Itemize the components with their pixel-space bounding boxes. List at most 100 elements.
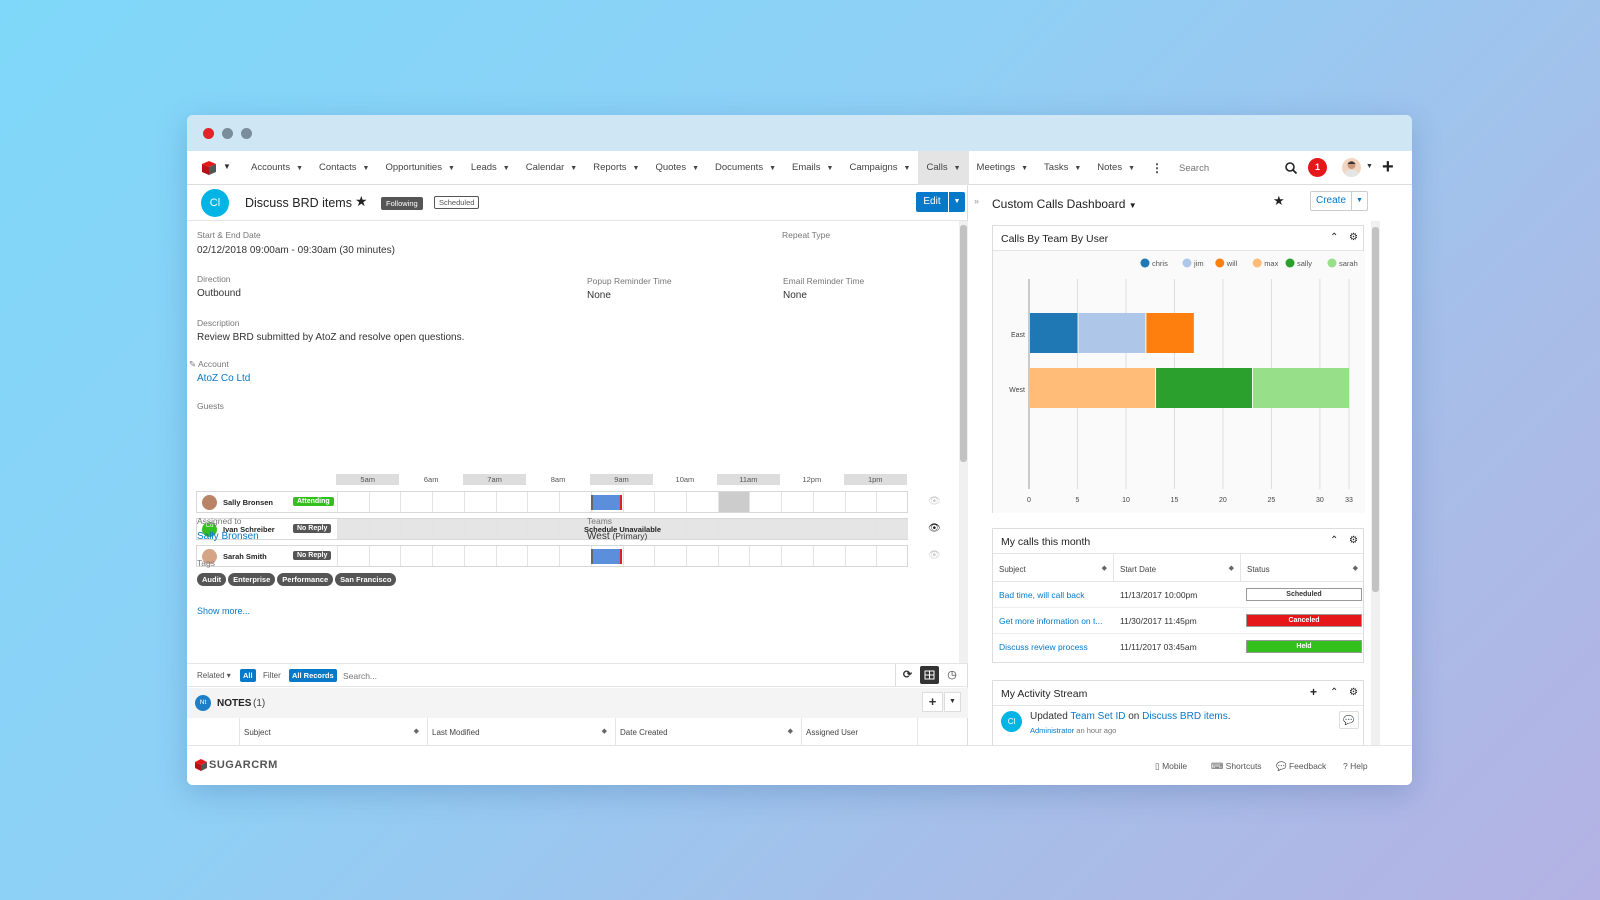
related-all-pill[interactable]: All (240, 669, 256, 682)
subpanel-search-input[interactable] (343, 667, 891, 684)
chevron-down-icon[interactable]: ▼ (1128, 165, 1136, 172)
guest-row[interactable]: Sarah Smith No Reply 👁 (196, 545, 941, 567)
chevron-down-icon[interactable]: ▼ (903, 165, 911, 172)
table-row[interactable]: Get more information on t... 11/30/2017 1… (993, 608, 1363, 634)
footer-feedback-link[interactable]: 💬 Feedback (1276, 761, 1326, 772)
sugar-cube-logo-icon[interactable] (201, 160, 217, 176)
visibility-eye-icon[interactable]: 👁 (928, 496, 941, 507)
add-activity-plus-icon[interactable]: + (1310, 685, 1318, 699)
chevron-down-icon[interactable]: ▼ (953, 165, 961, 172)
sort-icon[interactable]: ◆ (413, 728, 419, 735)
sort-icon[interactable]: ◆ (787, 728, 793, 735)
nav-item-accounts[interactable]: Accounts ▼ (243, 151, 311, 185)
nav-item-calls[interactable]: Calls ▼ (918, 151, 969, 185)
collapse-chevron-up-icon[interactable]: ⌃ (1330, 687, 1339, 698)
notes-actions-dropdown[interactable]: ▼ (944, 692, 961, 712)
column-header[interactable]: Status ◆ (1240, 554, 1364, 582)
chevron-down-icon[interactable]: ▼ (826, 165, 834, 172)
legend-label[interactable]: sarah (1339, 259, 1358, 268)
chart-bar-sally-west[interactable] (1156, 368, 1253, 408)
chevron-down-icon[interactable]: ▼ (223, 162, 231, 171)
comment-icon[interactable]: 💬 (1339, 711, 1359, 729)
create-dropdown-caret[interactable]: ▼ (1351, 191, 1368, 211)
dashboard-title[interactable]: Custom Calls Dashboard ▼ (992, 197, 1137, 211)
add-note-plus-icon[interactable]: + (922, 692, 943, 712)
search-icon[interactable] (1284, 161, 1298, 175)
edit-button[interactable]: Edit (916, 192, 948, 212)
activity-record-link[interactable]: Discuss BRD items (1142, 711, 1228, 722)
guest-row[interactable]: Co Ivan Schreiber No Reply Schedule Unavail… (196, 518, 941, 540)
chevron-down-icon[interactable]: ▼ (447, 165, 455, 172)
legend-swatch[interactable] (1182, 258, 1192, 268)
legend-label[interactable]: max (1264, 259, 1278, 268)
column-header[interactable]: Last Modified ◆ (427, 718, 613, 747)
legend-swatch[interactable] (1327, 258, 1337, 268)
column-header[interactable]: Subject ◆ (239, 718, 425, 747)
footer-shortcuts-link[interactable]: ⌨ Shortcuts (1211, 761, 1262, 772)
activity-field-link[interactable]: Team Set ID (1070, 711, 1126, 722)
description-value[interactable]: Review BRD submitted by AtoZ and resolve… (197, 332, 465, 343)
close-window-button[interactable] (203, 128, 214, 139)
nav-item-tasks[interactable]: Tasks ▼ (1036, 151, 1089, 185)
notes-subpanel-header[interactable]: Nt NOTES (1) + ▼ (187, 688, 968, 718)
legend-label[interactable]: jim (1193, 259, 1204, 268)
popup-reminder-value[interactable]: None (587, 290, 611, 301)
dashboard-scrollbar-thumb[interactable] (1372, 227, 1379, 592)
tag-pill[interactable]: San Francisco (335, 573, 397, 586)
nav-item-reports[interactable]: Reports ▼ (585, 151, 647, 185)
nav-item-leads[interactable]: Leads ▼ (463, 151, 518, 185)
list-view-icon[interactable] (920, 666, 939, 684)
table-row[interactable]: Discuss review process 11/11/2017 03:45am… (993, 634, 1363, 660)
edit-actions-dropdown[interactable]: ▼ (949, 192, 965, 212)
account-link[interactable]: AtoZ Co Ltd (197, 373, 251, 384)
chevron-down-icon[interactable]: ▼ (502, 165, 510, 172)
table-row[interactable]: Bad time, will call back 11/13/2017 10:00… (993, 582, 1363, 608)
chart-bar-sarah-west[interactable] (1253, 368, 1349, 408)
gear-icon[interactable]: ⚙ (1349, 687, 1358, 698)
chevron-down-icon[interactable]: ▼ (1074, 165, 1082, 172)
guest-name[interactable]: Sally Bronsen (223, 498, 274, 507)
legend-label[interactable]: will (1226, 259, 1238, 268)
create-dashboard-button[interactable]: Create (1310, 191, 1352, 211)
sort-icon[interactable]: ◆ (1352, 565, 1358, 572)
favorite-dashboard-star-icon[interactable]: ★ (1273, 193, 1285, 208)
call-subject-link[interactable]: Bad time, will call back (999, 590, 1085, 600)
sort-icon[interactable]: ◆ (1101, 565, 1107, 572)
footer-mobile-link[interactable]: ▯ Mobile (1155, 761, 1187, 772)
footer-help-link[interactable]: ? Help (1343, 761, 1368, 771)
legend-label[interactable]: sally (1297, 259, 1312, 268)
call-subject-link[interactable]: Get more information on t... (999, 616, 1103, 626)
legend-swatch[interactable] (1215, 258, 1225, 268)
legend-swatch[interactable] (1285, 258, 1295, 268)
panel-toggle-icon[interactable]: » (974, 196, 980, 206)
chevron-down-icon[interactable]: ▼ (296, 165, 304, 172)
record-scrollbar-thumb[interactable] (960, 225, 967, 462)
record-scrollbar[interactable] (959, 221, 968, 663)
column-header[interactable]: Assigned User (801, 718, 911, 747)
favorite-star-icon[interactable]: ★ (355, 193, 368, 209)
maximize-window-button[interactable] (241, 128, 252, 139)
chart-bar-chris-east[interactable] (1030, 313, 1078, 353)
nav-item-contacts[interactable]: Contacts ▼ (311, 151, 377, 185)
activity-view-icon[interactable]: ◷ (947, 669, 957, 681)
tag-pill[interactable]: Audit (197, 573, 227, 586)
guest-row[interactable]: Sally Bronsen Attending 👁 (196, 491, 941, 513)
dashboard-scrollbar[interactable] (1371, 221, 1380, 745)
nav-item-notes[interactable]: Notes ▼ (1089, 151, 1143, 185)
legend-label[interactable]: chris (1152, 259, 1168, 268)
chevron-down-icon[interactable]: ▼ (769, 165, 777, 172)
column-header[interactable]: Start Date ◆ (1113, 554, 1240, 582)
chevron-down-icon[interactable]: ▼ (1021, 165, 1029, 172)
nav-item-campaigns[interactable]: Campaigns ▼ (841, 151, 918, 185)
nav-item-meetings[interactable]: Meetings ▼ (969, 151, 1037, 185)
assigned-user-link[interactable]: Sally Bronsen (197, 531, 259, 542)
nav-item-emails[interactable]: Emails ▼ (784, 151, 841, 185)
nav-item-quotes[interactable]: Quotes ▼ (647, 151, 707, 185)
related-dropdown[interactable]: Related ▾ (197, 671, 231, 680)
column-header[interactable]: Subject ◆ (993, 554, 1113, 582)
chevron-down-icon[interactable]: ▼ (1128, 201, 1137, 210)
email-reminder-value[interactable]: None (783, 290, 807, 301)
tag-pill[interactable]: Performance (277, 573, 334, 586)
call-subject-link[interactable]: Discuss review process (999, 642, 1088, 652)
minimize-window-button[interactable] (222, 128, 233, 139)
